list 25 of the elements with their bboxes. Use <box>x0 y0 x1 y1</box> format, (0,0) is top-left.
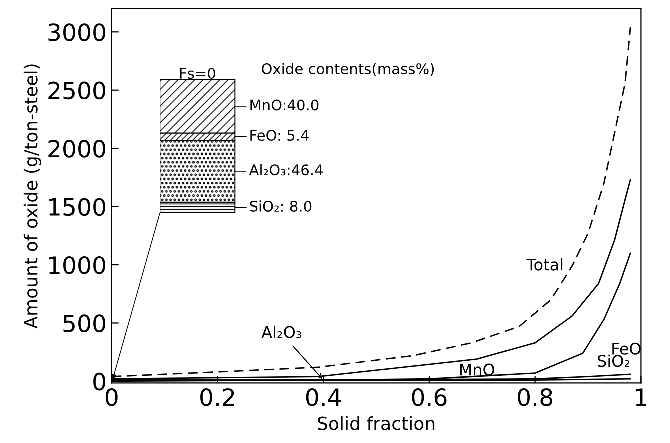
x-tick-label: 0.8 <box>518 388 552 406</box>
x-tick-label: 0 <box>106 388 118 406</box>
y-tick-label: 2500 <box>48 82 106 100</box>
data-label: MnO:40.0 <box>250 100 319 111</box>
x-axis-title: Solid fraction <box>318 416 435 430</box>
y-axis-title: Amount of oxide (g/ton-steel) <box>24 64 42 329</box>
y-tick-label: 0 <box>94 372 106 391</box>
data-label: Al₂O₃:46.4 <box>249 164 324 176</box>
series-label: MnO <box>460 364 494 376</box>
data-label: SiO₂: 8.0 <box>250 200 312 212</box>
x-tick-label: Fs=0 <box>180 68 216 80</box>
y-tick-label: 2000 <box>48 140 106 158</box>
y-tick-label: 3000 <box>48 24 106 42</box>
x-tick-label: 1 <box>636 388 647 406</box>
annotation: Oxide contents(mass%) <box>262 63 434 76</box>
x-tick-label: 0.4 <box>306 388 342 406</box>
series-label: Total <box>526 258 563 271</box>
y-tick-label: 1000 <box>50 256 106 274</box>
y-tick-label: 1500 <box>50 198 106 216</box>
series-label: SiO₂ <box>598 354 630 368</box>
x-tick-label: 0.2 <box>200 388 234 406</box>
text: Al₂O₃ <box>262 326 302 338</box>
x-tick-label: 0.6 <box>412 388 447 406</box>
data-label: FeO: 5.4 <box>250 130 309 142</box>
y-tick-label: 500 <box>64 314 106 333</box>
